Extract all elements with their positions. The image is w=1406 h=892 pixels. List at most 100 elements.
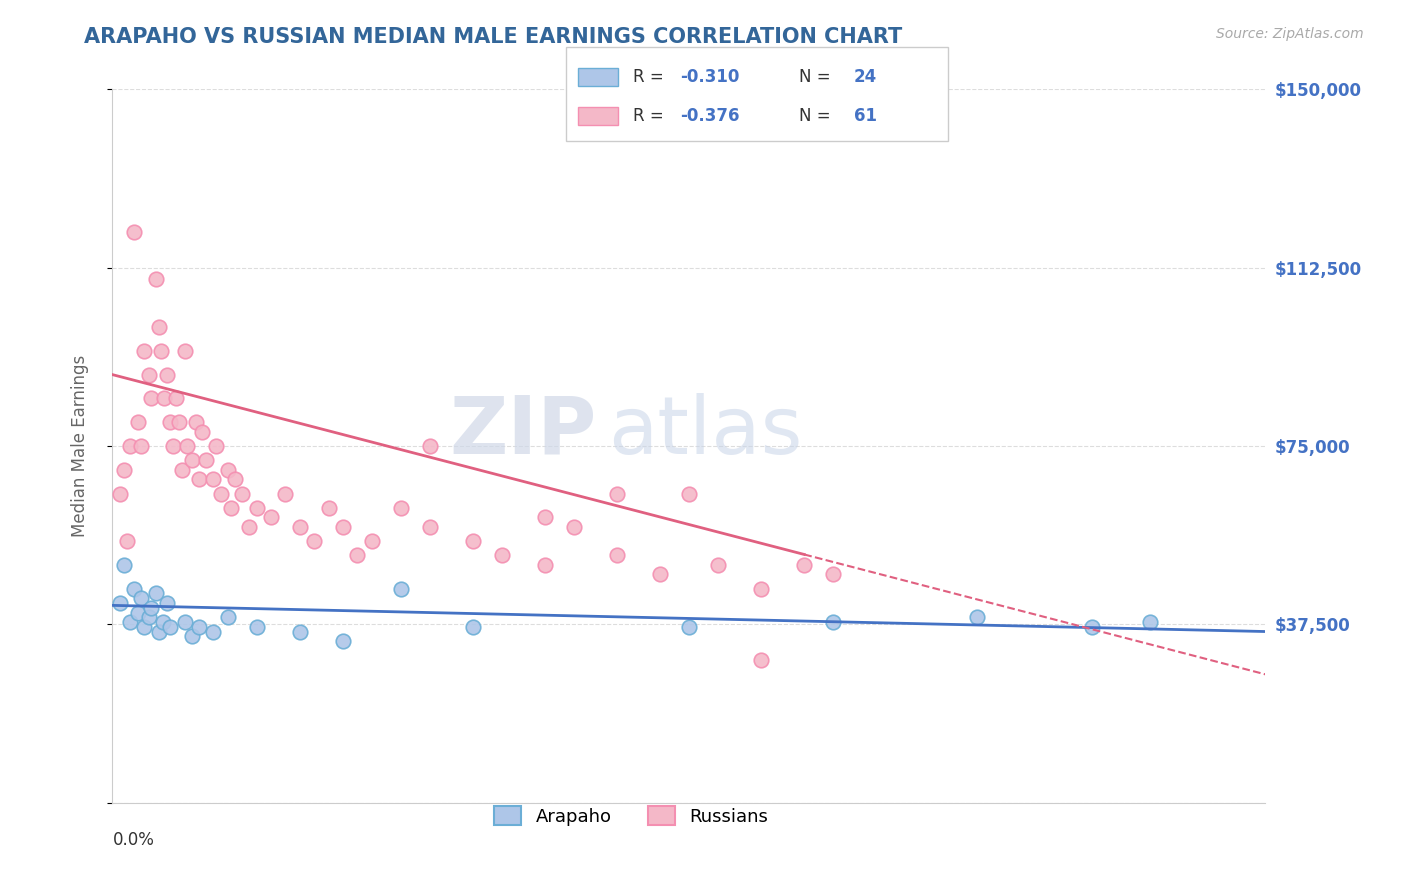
Point [134, 343, 156, 358]
Text: atlas: atlas [609, 392, 803, 471]
Point [461, 620, 484, 634]
Bar [578, 68, 617, 86]
Point [202, 624, 225, 639]
Text: ARAPAHO VS RUSSIAN MEDIAN MALE EARNINGS CORRELATION CHART: ARAPAHO VS RUSSIAN MEDIAN MALE EARNINGS … [84, 27, 903, 46]
Point [360, 534, 382, 549]
Point [195, 453, 218, 467]
Point [156, 596, 179, 610]
Point [176, 439, 198, 453]
Point [138, 368, 160, 382]
Point [966, 610, 988, 624]
Point [238, 520, 260, 534]
Point [129, 439, 153, 453]
Point [562, 520, 585, 534]
Point [534, 558, 557, 572]
Point [288, 624, 311, 639]
Text: N =: N = [799, 107, 835, 125]
Point [707, 558, 730, 572]
Point [304, 534, 326, 549]
Point [145, 586, 167, 600]
Point [180, 453, 202, 467]
Point [231, 486, 253, 500]
Point [260, 510, 283, 524]
Point [148, 320, 170, 334]
Text: R =: R = [633, 107, 669, 125]
Text: 24: 24 [853, 68, 877, 86]
Point [678, 486, 700, 500]
Point [288, 520, 311, 534]
Point [127, 606, 149, 620]
Point [419, 439, 441, 453]
Point [159, 415, 181, 429]
Point [534, 510, 557, 524]
Point [217, 610, 239, 624]
Point [159, 620, 181, 634]
Point [134, 620, 156, 634]
Point [118, 615, 141, 629]
Point [318, 500, 340, 515]
Point [202, 472, 225, 486]
Point [112, 463, 135, 477]
Point [115, 534, 138, 549]
Text: R =: R = [633, 68, 669, 86]
Text: 0.0%: 0.0% [112, 831, 155, 849]
Point [127, 415, 149, 429]
Point [188, 472, 211, 486]
Point [108, 596, 131, 610]
Point [209, 486, 232, 500]
FancyBboxPatch shape [567, 46, 948, 141]
Text: -0.310: -0.310 [681, 68, 740, 86]
Point [419, 520, 441, 534]
Text: N =: N = [799, 68, 835, 86]
Point [1081, 620, 1104, 634]
Point [170, 463, 193, 477]
Point [191, 425, 214, 439]
Point [118, 439, 141, 453]
Point [184, 415, 207, 429]
Point [491, 549, 513, 563]
Point [173, 615, 195, 629]
Point [389, 500, 412, 515]
Point [1139, 615, 1161, 629]
Point [793, 558, 815, 572]
Point [332, 634, 354, 648]
Point [650, 567, 672, 582]
Point [219, 500, 242, 515]
Point [224, 472, 246, 486]
Point [205, 439, 228, 453]
Text: Source: ZipAtlas.com: Source: ZipAtlas.com [1216, 27, 1364, 41]
Point [274, 486, 297, 500]
Point [152, 615, 174, 629]
Text: ZIP: ZIP [450, 392, 596, 471]
Point [821, 567, 844, 582]
Point [122, 582, 145, 596]
Point [180, 629, 202, 643]
Point [162, 439, 184, 453]
Y-axis label: Median Male Earnings: Median Male Earnings [70, 355, 89, 537]
Point [122, 225, 145, 239]
Point [246, 500, 269, 515]
Point [461, 534, 484, 549]
Point [150, 343, 173, 358]
Point [606, 549, 628, 563]
Point [138, 610, 160, 624]
Point [749, 582, 772, 596]
Text: -0.376: -0.376 [681, 107, 740, 125]
Point [332, 520, 354, 534]
Legend: Arapaho, Russians: Arapaho, Russians [486, 799, 776, 833]
Point [167, 415, 190, 429]
Point [389, 582, 412, 596]
Point [165, 392, 187, 406]
Point [129, 591, 153, 606]
Point [173, 343, 195, 358]
Point [821, 615, 844, 629]
Point [606, 486, 628, 500]
Point [141, 600, 163, 615]
Point [145, 272, 167, 286]
Point [346, 549, 368, 563]
Point [188, 620, 211, 634]
Point [153, 392, 176, 406]
Point [246, 620, 269, 634]
Point [112, 558, 135, 572]
Point [148, 624, 170, 639]
